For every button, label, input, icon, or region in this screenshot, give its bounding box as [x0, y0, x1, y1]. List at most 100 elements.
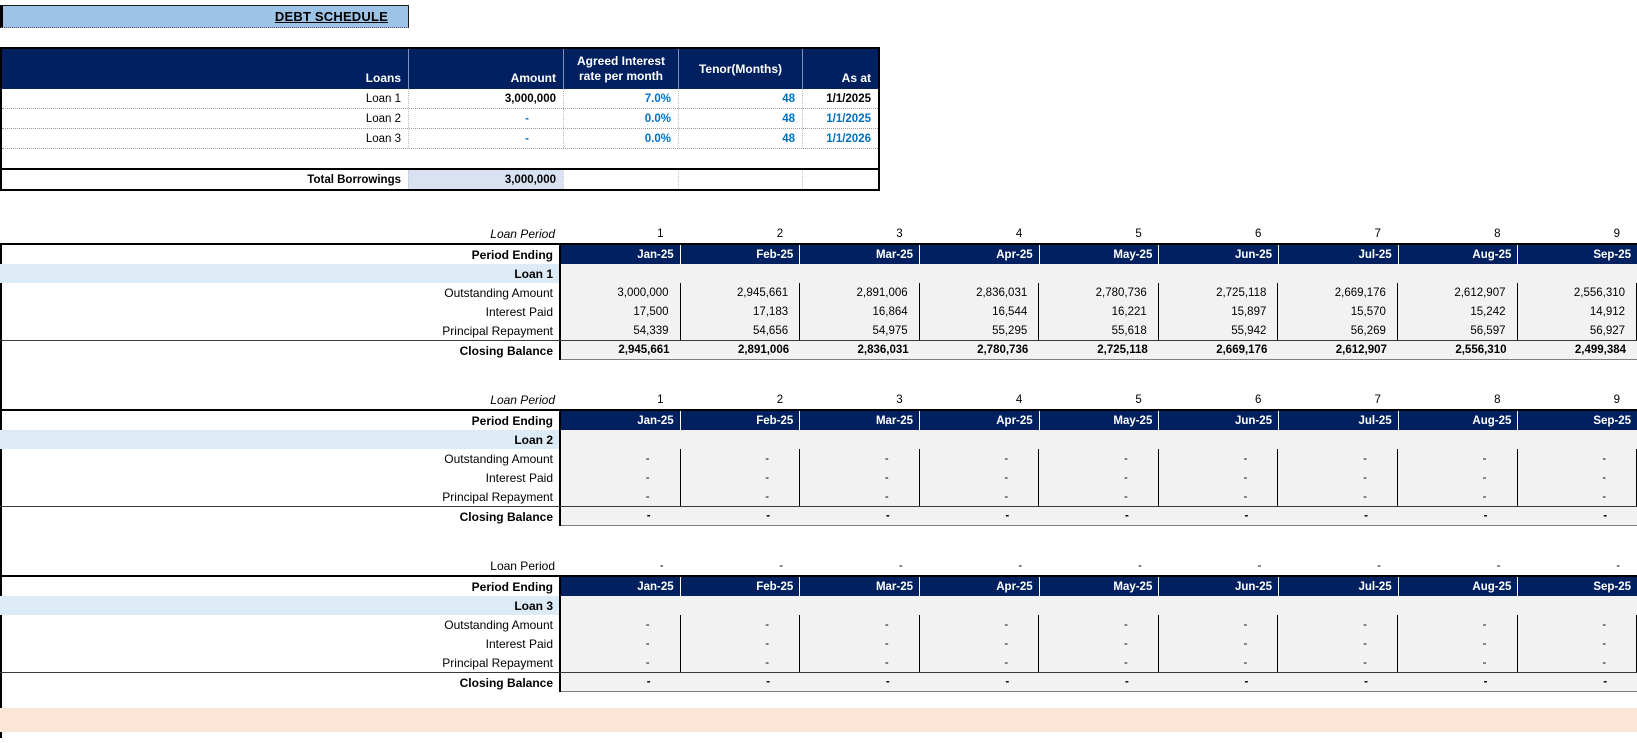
- value-cell[interactable]: -: [1039, 449, 1159, 468]
- value-cell[interactable]: -: [919, 615, 1040, 634]
- as-at-date-cell[interactable]: 1/1/2026: [802, 129, 878, 148]
- value-cell[interactable]: -: [919, 653, 1040, 672]
- value-cell[interactable]: 2,612,907: [1397, 283, 1518, 302]
- value-cell[interactable]: -: [1039, 468, 1159, 487]
- closing-balance-cell[interactable]: -: [1517, 673, 1637, 692]
- value-cell[interactable]: -: [680, 615, 801, 634]
- closing-balance-cell[interactable]: -: [1278, 507, 1398, 526]
- value-cell[interactable]: 56,927: [1517, 321, 1637, 340]
- value-cell[interactable]: 55,942: [1158, 321, 1279, 340]
- total-borrowings-amount-cell[interactable]: 3,000,000: [408, 170, 563, 189]
- value-cell[interactable]: -: [800, 449, 920, 468]
- value-cell[interactable]: -: [800, 653, 920, 672]
- value-cell[interactable]: -: [1517, 487, 1637, 506]
- closing-balance-cell[interactable]: -: [561, 673, 681, 692]
- value-cell[interactable]: -: [1278, 615, 1398, 634]
- value-cell[interactable]: -: [680, 449, 801, 468]
- value-cell[interactable]: -: [561, 449, 681, 468]
- value-cell[interactable]: -: [1039, 634, 1159, 653]
- value-cell[interactable]: 17,500: [561, 302, 681, 321]
- value-cell[interactable]: 16,864: [800, 302, 920, 321]
- closing-balance-cell[interactable]: -: [800, 673, 920, 692]
- value-cell[interactable]: 16,544: [919, 302, 1040, 321]
- value-cell[interactable]: -: [1158, 487, 1279, 506]
- value-cell[interactable]: -: [1397, 487, 1518, 506]
- value-cell[interactable]: -: [680, 634, 801, 653]
- value-cell[interactable]: -: [800, 487, 920, 506]
- value-cell[interactable]: 16,221: [1039, 302, 1159, 321]
- value-cell[interactable]: 56,269: [1278, 321, 1398, 340]
- value-cell[interactable]: 2,945,661: [680, 283, 801, 302]
- value-cell[interactable]: -: [1158, 653, 1279, 672]
- value-cell[interactable]: -: [1278, 468, 1398, 487]
- amount-cell[interactable]: -: [408, 129, 563, 148]
- value-cell[interactable]: 54,975: [800, 321, 920, 340]
- closing-balance-cell[interactable]: 2,725,118: [1039, 341, 1159, 360]
- amount-cell[interactable]: -: [408, 109, 563, 128]
- value-cell[interactable]: 2,556,310: [1517, 283, 1637, 302]
- value-cell[interactable]: 15,570: [1278, 302, 1398, 321]
- closing-balance-cell[interactable]: 2,836,031: [800, 341, 920, 360]
- value-cell[interactable]: 54,656: [680, 321, 801, 340]
- value-cell[interactable]: -: [1278, 634, 1398, 653]
- value-cell[interactable]: -: [561, 653, 681, 672]
- closing-balance-cell[interactable]: -: [1517, 507, 1637, 526]
- closing-balance-cell[interactable]: -: [1039, 507, 1159, 526]
- value-cell[interactable]: 15,897: [1158, 302, 1279, 321]
- value-cell[interactable]: -: [1397, 653, 1518, 672]
- value-cell[interactable]: -: [1158, 615, 1279, 634]
- value-cell[interactable]: -: [919, 634, 1040, 653]
- closing-balance-cell[interactable]: -: [561, 507, 681, 526]
- value-cell[interactable]: 56,597: [1397, 321, 1518, 340]
- value-cell[interactable]: -: [1278, 487, 1398, 506]
- value-cell[interactable]: -: [1517, 615, 1637, 634]
- amount-cell[interactable]: 3,000,000: [408, 89, 563, 108]
- value-cell[interactable]: 17,183: [680, 302, 801, 321]
- closing-balance-cell[interactable]: 2,612,907: [1278, 341, 1398, 360]
- closing-balance-cell[interactable]: -: [1158, 507, 1279, 526]
- value-cell[interactable]: 15,242: [1397, 302, 1518, 321]
- closing-balance-cell[interactable]: 2,891,006: [680, 341, 801, 360]
- value-cell[interactable]: 2,891,006: [800, 283, 920, 302]
- value-cell[interactable]: -: [561, 487, 681, 506]
- closing-balance-cell[interactable]: -: [680, 673, 801, 692]
- value-cell[interactable]: 2,836,031: [919, 283, 1040, 302]
- value-cell[interactable]: -: [800, 634, 920, 653]
- closing-balance-cell[interactable]: -: [1397, 507, 1518, 526]
- value-cell[interactable]: 2,780,736: [1039, 283, 1159, 302]
- value-cell[interactable]: -: [800, 468, 920, 487]
- value-cell[interactable]: -: [1517, 468, 1637, 487]
- value-cell[interactable]: -: [561, 634, 681, 653]
- closing-balance-cell[interactable]: -: [1158, 673, 1279, 692]
- interest-rate-cell[interactable]: 7.0%: [563, 89, 678, 108]
- closing-balance-cell[interactable]: -: [1397, 673, 1518, 692]
- closing-balance-cell[interactable]: 2,780,736: [919, 341, 1040, 360]
- closing-balance-cell[interactable]: 2,945,661: [561, 341, 681, 360]
- interest-rate-cell[interactable]: 0.0%: [563, 109, 678, 128]
- value-cell[interactable]: -: [919, 449, 1040, 468]
- closing-balance-cell[interactable]: -: [1039, 673, 1159, 692]
- value-cell[interactable]: 2,725,118: [1158, 283, 1279, 302]
- value-cell[interactable]: -: [1397, 468, 1518, 487]
- value-cell[interactable]: 55,295: [919, 321, 1040, 340]
- value-cell[interactable]: 14,912: [1517, 302, 1637, 321]
- value-cell[interactable]: -: [1039, 487, 1159, 506]
- tenor-cell[interactable]: 48: [678, 89, 802, 108]
- value-cell[interactable]: 3,000,000: [561, 283, 681, 302]
- closing-balance-cell[interactable]: 2,669,176: [1158, 341, 1279, 360]
- closing-balance-cell[interactable]: -: [1278, 673, 1398, 692]
- value-cell[interactable]: -: [1039, 653, 1159, 672]
- value-cell[interactable]: -: [919, 468, 1040, 487]
- closing-balance-cell[interactable]: -: [800, 507, 920, 526]
- value-cell[interactable]: -: [1397, 449, 1518, 468]
- value-cell[interactable]: -: [1278, 449, 1398, 468]
- value-cell[interactable]: -: [1158, 468, 1279, 487]
- tenor-cell[interactable]: 48: [678, 129, 802, 148]
- closing-balance-cell[interactable]: -: [919, 507, 1040, 526]
- closing-balance-cell[interactable]: -: [919, 673, 1040, 692]
- value-cell[interactable]: -: [800, 615, 920, 634]
- as-at-date-cell[interactable]: 1/1/2025: [802, 89, 878, 108]
- value-cell[interactable]: -: [1517, 449, 1637, 468]
- value-cell[interactable]: 55,618: [1039, 321, 1159, 340]
- value-cell[interactable]: -: [1397, 615, 1518, 634]
